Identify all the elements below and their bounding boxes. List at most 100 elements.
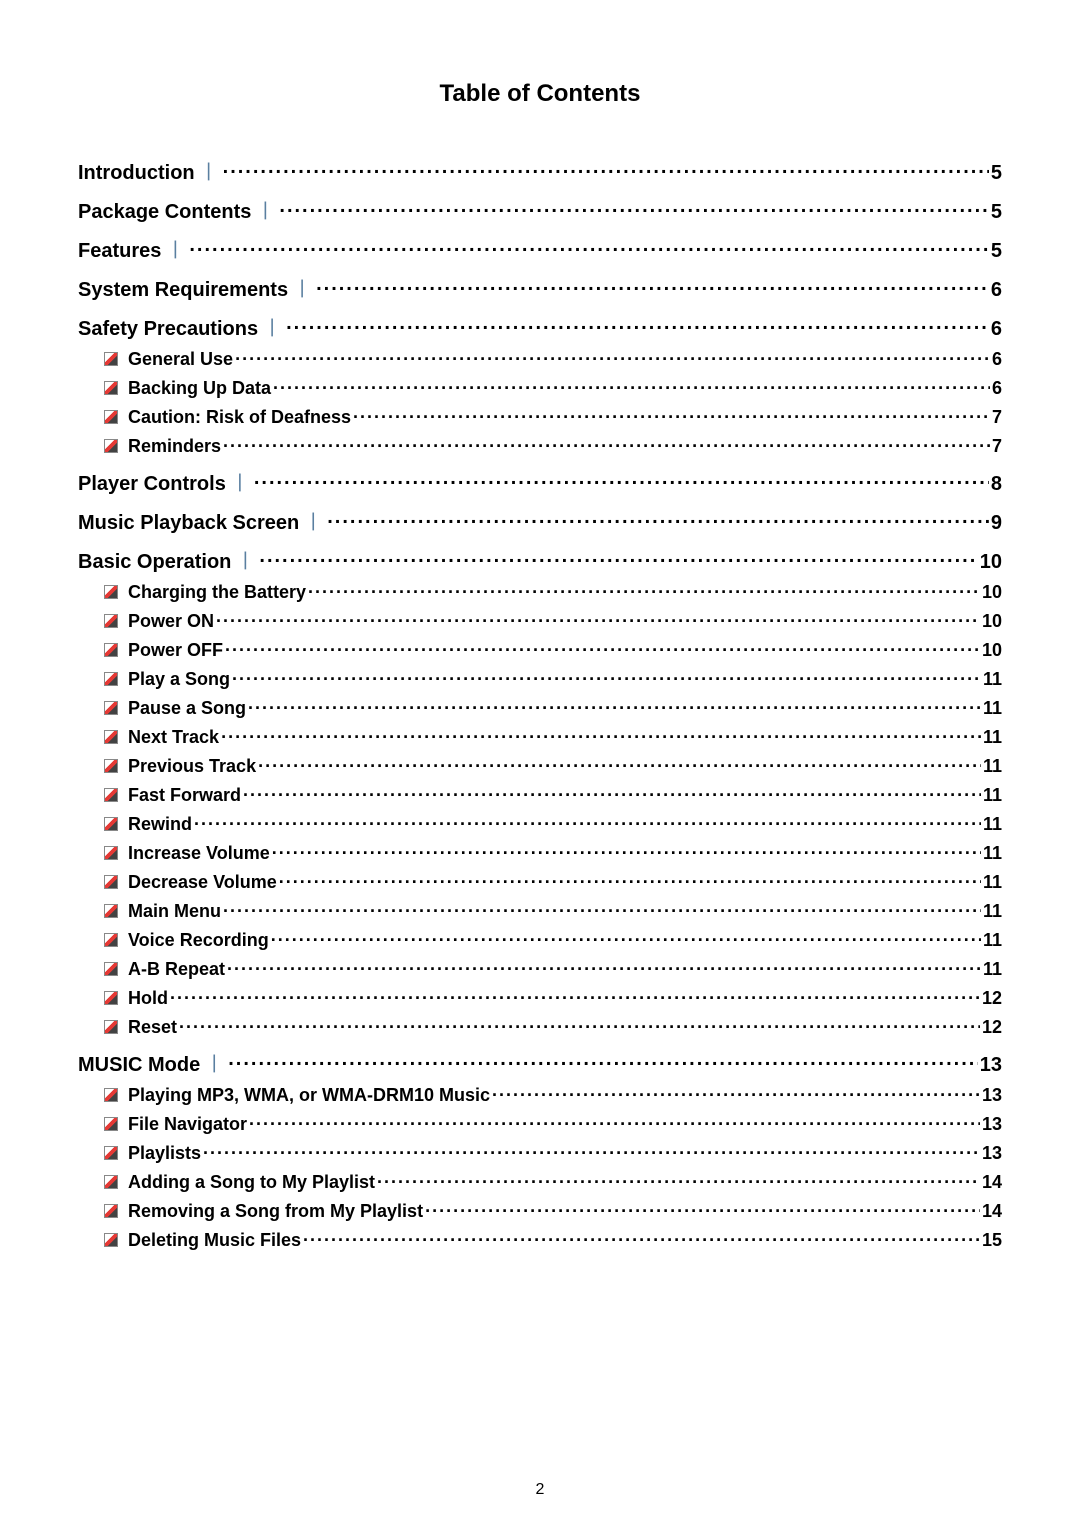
toc-entry-page: 12 — [982, 988, 1002, 1009]
dot-leader — [221, 725, 981, 743]
toc-entry-label: Previous Track — [128, 756, 256, 777]
toc-entry-label: Basic Operation — [78, 551, 231, 574]
toc-entry: Features︱ 5 — [78, 234, 1002, 263]
dot-leader — [327, 509, 989, 529]
pipe-separator: ︱ — [235, 545, 255, 574]
toc-entry-label: Reset — [128, 1017, 177, 1038]
toc-entry: Charging the Battery10 — [78, 580, 1002, 603]
toc-entry: Hold12 — [78, 986, 1002, 1009]
toc-entry: Fast Forward11 — [78, 783, 1002, 806]
dot-leader — [316, 276, 989, 296]
toc-entry-label: Adding a Song to My Playlist — [128, 1172, 375, 1193]
bullet-icon — [104, 410, 118, 424]
bullet-icon — [104, 991, 118, 1005]
toc-entry-label: Fast Forward — [128, 785, 241, 806]
dot-leader — [179, 1015, 980, 1033]
toc-entry-label: Decrease Volume — [128, 872, 277, 893]
toc-entry: Playing MP3, WMA, or WMA-DRM10 Music13 — [78, 1083, 1002, 1106]
toc-entry-page: 11 — [983, 756, 1002, 777]
toc-entry-label: Power ON — [128, 611, 214, 632]
toc-entry: Playlists13 — [78, 1141, 1002, 1164]
toc-entry-page: 5 — [991, 162, 1002, 185]
toc-entry-label: Music Playback Screen — [78, 512, 299, 535]
dot-leader — [259, 548, 977, 568]
bullet-icon — [104, 1175, 118, 1189]
dot-leader — [308, 580, 980, 598]
toc-entry: MUSIC Mode︱ 13 — [78, 1048, 1002, 1077]
toc-title: Table of Contents — [78, 80, 1002, 108]
toc-entries: Introduction︱ 5Package Contents︱ 5Featur… — [78, 156, 1002, 1251]
toc-entry-page: 12 — [982, 1017, 1002, 1038]
toc-entry: Reset 12 — [78, 1015, 1002, 1038]
toc-entry-page: 6 — [991, 279, 1002, 302]
toc-entry-label: Features — [78, 240, 161, 263]
bullet-icon — [104, 1146, 118, 1160]
bullet-icon — [104, 381, 118, 395]
dot-leader — [203, 1141, 980, 1159]
toc-entry-label: Reminders — [128, 436, 221, 457]
toc-entry: Main Menu11 — [78, 899, 1002, 922]
toc-entry: Removing a Song from My Playlist14 — [78, 1199, 1002, 1222]
bullet-icon — [104, 701, 118, 715]
dot-leader — [223, 159, 989, 179]
dot-leader — [425, 1199, 980, 1217]
dot-leader — [225, 638, 980, 656]
pipe-separator: ︱ — [165, 234, 185, 263]
toc-entry-page: 10 — [982, 582, 1002, 603]
bullet-icon — [104, 1020, 118, 1034]
dot-leader — [273, 376, 990, 394]
toc-entry: System Requirements︱ 6 — [78, 273, 1002, 302]
toc-entry-page: 11 — [983, 727, 1002, 748]
dot-leader — [279, 870, 981, 888]
toc-entry: Adding a Song to My Playlist14 — [78, 1170, 1002, 1193]
bullet-icon — [104, 875, 118, 889]
toc-entry-page: 14 — [982, 1201, 1002, 1222]
toc-entry-page: 13 — [982, 1085, 1002, 1106]
dot-leader — [216, 609, 980, 627]
bullet-icon — [104, 846, 118, 860]
toc-entry-page: 5 — [991, 240, 1002, 263]
toc-entry-page: 13 — [980, 1054, 1002, 1077]
bullet-icon — [104, 672, 118, 686]
toc-entry-page: 8 — [991, 473, 1002, 496]
pipe-separator: ︱ — [292, 273, 312, 302]
toc-entry-page: 6 — [991, 318, 1002, 341]
toc-entry-label: System Requirements — [78, 279, 288, 302]
bullet-icon — [104, 614, 118, 628]
dot-leader — [492, 1083, 980, 1101]
toc-entry-page: 7 — [992, 436, 1002, 457]
toc-entry-label: File Navigator — [128, 1114, 247, 1135]
toc-entry-label: Play a Song — [128, 669, 230, 690]
toc-entry-label: Player Controls — [78, 473, 226, 496]
dot-leader — [227, 957, 981, 975]
pipe-separator: ︱ — [204, 1048, 224, 1077]
toc-entry: Deleting Music Files 15 — [78, 1228, 1002, 1251]
toc-entry-page: 5 — [991, 201, 1002, 224]
toc-entry: Rewind11 — [78, 812, 1002, 835]
toc-entry: Introduction︱ 5 — [78, 156, 1002, 185]
dot-leader — [254, 470, 989, 490]
toc-entry: Power ON10 — [78, 609, 1002, 632]
toc-entry: Next Track 11 — [78, 725, 1002, 748]
toc-entry-label: Deleting Music Files — [128, 1230, 301, 1251]
toc-entry-page: 11 — [983, 930, 1002, 951]
dot-leader — [189, 237, 989, 257]
bullet-icon — [104, 962, 118, 976]
dot-leader — [353, 405, 990, 423]
dot-leader — [170, 986, 980, 1004]
toc-entry-label: Next Track — [128, 727, 219, 748]
toc-entry-page: 7 — [992, 407, 1002, 428]
pipe-separator: ︱ — [199, 156, 219, 185]
pipe-separator: ︱ — [262, 312, 282, 341]
pipe-separator: ︱ — [230, 467, 250, 496]
toc-entry-page: 15 — [982, 1230, 1002, 1251]
dot-leader — [223, 899, 981, 917]
toc-entry: Music Playback Screen︱ 9 — [78, 506, 1002, 535]
toc-entry-label: MUSIC Mode — [78, 1054, 200, 1077]
dot-leader — [377, 1170, 980, 1188]
toc-entry-page: 6 — [992, 349, 1002, 370]
dot-leader — [258, 754, 981, 772]
toc-entry-label: Main Menu — [128, 901, 221, 922]
bullet-icon — [104, 759, 118, 773]
dot-leader — [286, 315, 989, 335]
